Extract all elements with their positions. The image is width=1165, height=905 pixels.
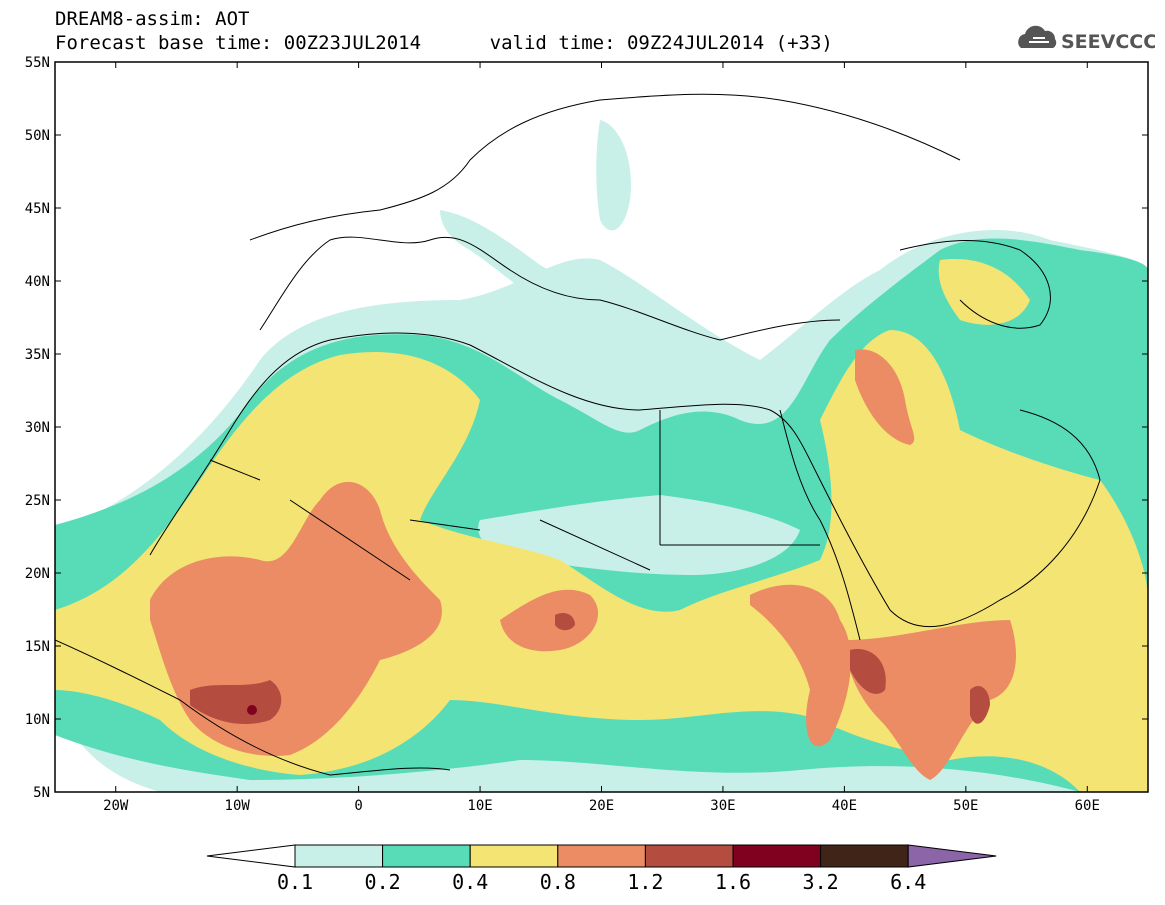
aot-1.6-zone: [247, 705, 257, 715]
lat-tick-label: 5N: [33, 785, 50, 801]
chart-title: DREAM8-assim: AOT: [55, 8, 250, 30]
lat-tick-label: 45N: [25, 201, 50, 217]
lon-tick-label: 60E: [1075, 798, 1100, 814]
coastline-path: [149, 332, 1101, 628]
lon-tick-label: 10W: [225, 798, 251, 814]
coastline-path: [779, 409, 861, 641]
seevccc-logo: SEEVCCC: [1018, 25, 1155, 53]
lon-tick-label: 50E: [953, 798, 978, 814]
lat-tick-label: 40N: [25, 274, 50, 290]
longitude-axis: 20W 10W 0 10E 20E 30E 40E 50E 60E: [103, 62, 1100, 814]
aot-1.2-zone: [970, 685, 990, 724]
aot-0.8-zone: [500, 589, 599, 652]
aot-0.1-zone: [596, 120, 631, 231]
lat-tick-label: 30N: [25, 420, 50, 436]
forecast-time-subtitle: Forecast base time: 00Z23JUL2014 valid t…: [55, 32, 833, 54]
lat-tick-label: 50N: [25, 128, 50, 144]
coastline-path: [249, 93, 961, 241]
coastline-path: [259, 236, 841, 341]
lat-tick-label: 20N: [25, 566, 50, 582]
lon-tick-label: 30E: [710, 798, 735, 814]
lon-tick-label: 20W: [103, 798, 129, 814]
aot-0.8-zone: [845, 620, 1016, 780]
lon-tick-label: 10E: [467, 798, 492, 814]
aot-1.2-zone: [850, 649, 886, 694]
lat-tick-label: 15N: [25, 639, 50, 655]
lat-tick-label: 35N: [25, 347, 50, 363]
aot-0.1-zone: [440, 210, 571, 310]
lat-tick-label: 25N: [25, 493, 50, 509]
aot-0.8-zone: [855, 349, 915, 445]
lat-tick-label: 10N: [25, 712, 50, 728]
latitude-axis: 55N 50N 45N 40N 35N 30N 25N 20N 15N 10N 5N: [25, 55, 1148, 801]
aot-0.8-zone: [750, 584, 851, 747]
coastlines: [55, 93, 1101, 776]
coastline-path: [899, 240, 1051, 329]
lon-tick-label: 0: [354, 798, 362, 814]
aot-1.2-zone: [190, 680, 282, 725]
logo-text: SEEVCCC: [1061, 31, 1155, 53]
lon-tick-label: 20E: [589, 798, 614, 814]
aot-field: [55, 120, 1148, 792]
cloud-icon: [1018, 25, 1057, 48]
lat-tick-label: 55N: [25, 55, 50, 71]
border-path: [209, 410, 820, 581]
aot-0.1-zone: [478, 495, 800, 575]
aot-0.4-zone: [938, 259, 1030, 325]
lon-tick-label: 40E: [832, 798, 857, 814]
coastline-path: [55, 639, 451, 776]
aot-1.2-zone: [555, 613, 575, 631]
